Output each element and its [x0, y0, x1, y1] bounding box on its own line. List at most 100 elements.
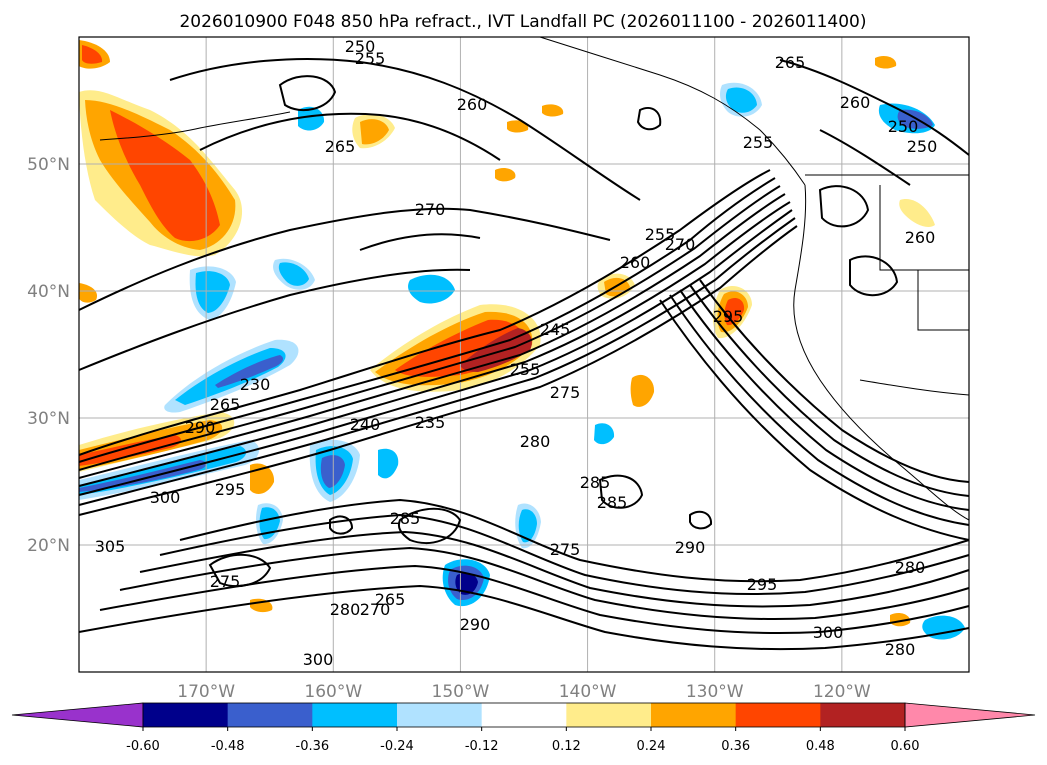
- contour-ar-8: [78, 225, 798, 516]
- contour-s-3: [139, 530, 970, 608]
- contour-label: 285: [580, 473, 611, 492]
- contour-label: 230: [240, 375, 271, 394]
- contour-n-5: [359, 233, 481, 251]
- contour-label: 250: [907, 137, 938, 156]
- contour-loop-6: [818, 185, 870, 228]
- contour-label: 255: [355, 49, 386, 68]
- contour-label: 240: [350, 415, 381, 434]
- contour-label: 255: [743, 133, 774, 152]
- y-tick-label: 50°N: [27, 155, 70, 175]
- fill-blue-2b: [195, 271, 230, 313]
- contour-label: 285: [390, 509, 421, 528]
- contour-loop-4: [598, 474, 644, 509]
- contour-lines: [78, 58, 970, 651]
- contour-n-1: [169, 58, 641, 201]
- contour-loop-1: [397, 507, 462, 545]
- contour-label: 300: [303, 650, 334, 669]
- y-tick-label: 20°N: [27, 536, 70, 556]
- colorbar-segment: [651, 703, 737, 727]
- contour-s-4: [119, 546, 970, 621]
- fill-blue-11: [298, 106, 325, 131]
- contour-label: 255: [645, 225, 676, 244]
- contour-label: 290: [460, 615, 491, 634]
- colorbar-tick-label: 0.48: [806, 739, 835, 754]
- colorbar-tick-label: -0.48: [211, 739, 245, 754]
- contour-label: 290: [675, 538, 706, 557]
- contour-label: 250: [888, 117, 919, 136]
- contour-label: 235: [415, 413, 446, 432]
- contour-c-3: [679, 289, 970, 511]
- x-tick-label: 140°W: [559, 682, 617, 702]
- contour-label: 260: [905, 228, 936, 247]
- fill-blue-12: [594, 423, 615, 445]
- fill-orange-5b: [360, 119, 389, 145]
- contour-label: 260: [457, 95, 488, 114]
- map-frame: [78, 36, 970, 673]
- fill-dblue-wc: [215, 355, 284, 388]
- contour-n-4: [199, 112, 501, 161]
- contour-c-1: [659, 299, 970, 541]
- contour-label: 270: [360, 600, 391, 619]
- x-tick-label: 160°W: [304, 682, 362, 702]
- contour-label: 295: [215, 480, 246, 499]
- contour-label: 265: [325, 137, 356, 156]
- contour-ar-1: [78, 169, 771, 456]
- contour-loop-7: [849, 255, 899, 297]
- fill-orange-w: [79, 283, 98, 303]
- fill-orange-11: [899, 199, 935, 227]
- fill-red-nw: [110, 110, 220, 242]
- fill-blue-8b: [725, 87, 757, 113]
- x-tick-label: 170°W: [177, 682, 235, 702]
- colorbar-extend-low: [11, 702, 144, 728]
- contour-label: 300: [150, 488, 181, 507]
- colorbar-tick-label: 0.36: [721, 739, 750, 754]
- x-tick-label: 130°W: [686, 682, 744, 702]
- contour-loop-8: [329, 515, 354, 535]
- contour-loop-5: [636, 106, 662, 131]
- colorbar-tick-label: 0.24: [637, 739, 666, 754]
- x-tick-label: 150°W: [432, 682, 490, 702]
- colorbar-frame: [142, 702, 906, 728]
- contour-label: 250: [345, 37, 376, 56]
- contour-label: 295: [713, 307, 744, 326]
- contour-s-6: [78, 584, 970, 651]
- contour-label: 260: [840, 93, 871, 112]
- contour-label: 280: [895, 558, 926, 577]
- colorbar-tick-label: 0.60: [891, 739, 920, 754]
- contour-label: 275: [550, 540, 581, 559]
- colorbar-tick-label: -0.12: [465, 739, 499, 754]
- contour-n-7: [819, 129, 911, 186]
- fill-blue-6c: [455, 572, 478, 595]
- contour-label: 255: [510, 360, 541, 379]
- anomaly-fills: [79, 40, 965, 640]
- contour-label: 275: [210, 572, 241, 591]
- contour-ar-4: [78, 193, 786, 479]
- x-tick-label: 120°W: [813, 682, 871, 702]
- contour-loop-9: [689, 510, 713, 530]
- coastlines: [99, 36, 970, 521]
- contour-label: 290: [185, 418, 216, 437]
- contour-ar-5: [78, 201, 791, 487]
- contour-s-2: [159, 513, 970, 595]
- contour-c-4: [689, 284, 970, 497]
- fill-orange-7: [507, 120, 529, 133]
- colorbar-tick-label: 0.12: [552, 739, 581, 754]
- colorbar-segment: [143, 703, 229, 727]
- fill-blue-3: [408, 274, 455, 304]
- colorbar-tick-label: -0.60: [126, 739, 160, 754]
- colorbar-segment: [227, 703, 313, 727]
- contour-n-6: [779, 59, 970, 156]
- contour-label: 270: [665, 235, 696, 254]
- chart-title: 2026010900 F048 850 hPa refract., IVT La…: [179, 12, 866, 32]
- contour-label: 270: [415, 200, 446, 219]
- contour-ar-6: [78, 209, 793, 496]
- coast-na-west: [793, 184, 970, 521]
- colorbar-segment: [820, 703, 906, 727]
- contour-label: 305: [95, 537, 126, 556]
- colorbar-extend-high: [904, 702, 1036, 728]
- contour-label: 285: [597, 493, 628, 512]
- contour-c-5: [699, 279, 970, 483]
- contour-s-5: [99, 564, 970, 635]
- contour-label: 280: [885, 640, 916, 659]
- x-axis-ticks: 170°W 160°W 150°W 140°W 130°W 120°W: [177, 682, 871, 702]
